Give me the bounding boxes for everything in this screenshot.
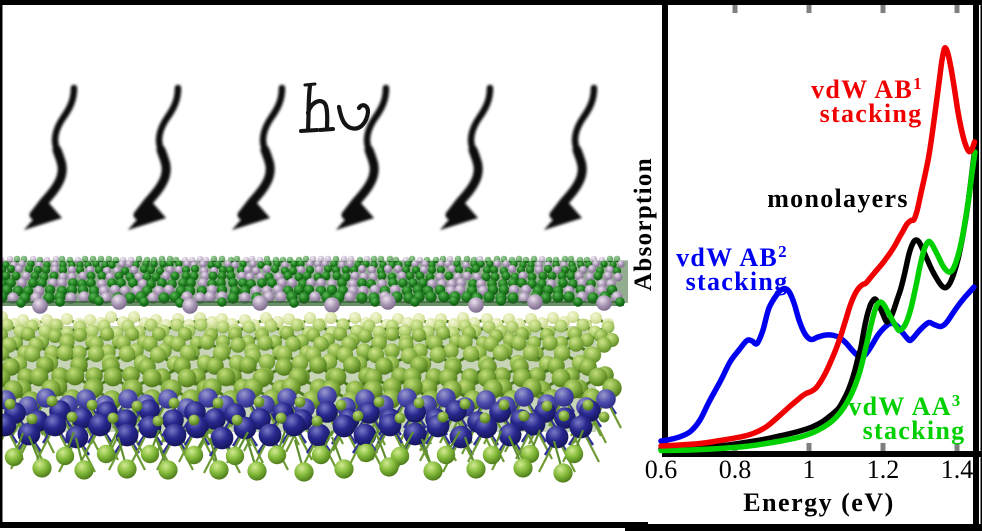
- svg-text:monolayers: monolayers: [767, 184, 909, 213]
- svg-text:0.8: 0.8: [719, 455, 752, 484]
- svg-text:stacking: stacking: [863, 416, 966, 445]
- svg-text:1: 1: [803, 455, 816, 484]
- svg-text:0.6: 0.6: [645, 455, 678, 484]
- svg-text:Energy (eV): Energy (eV): [743, 488, 895, 517]
- svg-text:1.2: 1.2: [867, 455, 900, 484]
- svg-text:vdW AB1: vdW AB1: [811, 74, 923, 104]
- svg-text:stacking: stacking: [820, 99, 923, 128]
- svg-text:stacking: stacking: [686, 267, 789, 296]
- svg-text:1.4: 1.4: [941, 455, 974, 484]
- svg-text:vdW AB2: vdW AB2: [676, 242, 788, 272]
- svg-text:Absorption: Absorption: [630, 157, 657, 291]
- svg-text:vdW AA3: vdW AA3: [848, 391, 961, 421]
